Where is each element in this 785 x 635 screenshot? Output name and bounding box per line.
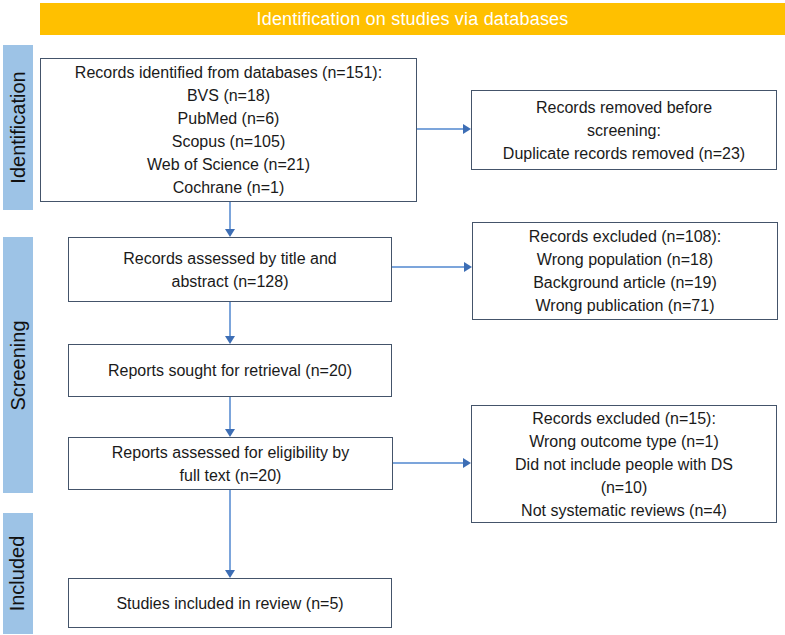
stage-label-text: Identification (7, 71, 30, 183)
stage-label-screening: Screening (3, 237, 33, 493)
down-arrow-icon (229, 202, 231, 229)
prisma-flow-diagram: Identification on studies via databases … (0, 0, 785, 635)
box-studies-included: Studies included in review (n=5) (68, 578, 392, 628)
box-records-assessed-title-abstract: Records assessed by title and abstract (… (68, 237, 392, 302)
stage-label-text: Included (7, 536, 30, 612)
right-arrow-icon (393, 462, 463, 464)
box-records-excluded-titles: Records excluded (n=108): Wrong populati… (472, 222, 778, 320)
right-arrow-icon (417, 128, 463, 130)
box-records-identified: Records identified from databases (n=151… (40, 58, 417, 202)
stage-label-identification: Identification (3, 45, 33, 210)
box-reports-sought-retrieval: Reports sought for retrieval (n=20) (68, 344, 392, 397)
banner-title: Identification on studies via databases (40, 3, 785, 35)
right-arrow-icon (392, 266, 464, 268)
down-arrow-icon (229, 397, 231, 429)
box-reports-assessed-eligibility: Reports assessed for eligibility by full… (68, 437, 393, 490)
stage-label-text: Screening (7, 320, 30, 410)
down-arrow-icon (229, 302, 231, 336)
down-arrow-icon (229, 490, 231, 570)
box-records-removed-before-screening: Records removed before screening: Duplic… (471, 90, 777, 170)
box-records-excluded-fulltext: Records excluded (n=15): Wrong outcome t… (471, 405, 777, 523)
stage-label-included: Included (3, 513, 33, 634)
